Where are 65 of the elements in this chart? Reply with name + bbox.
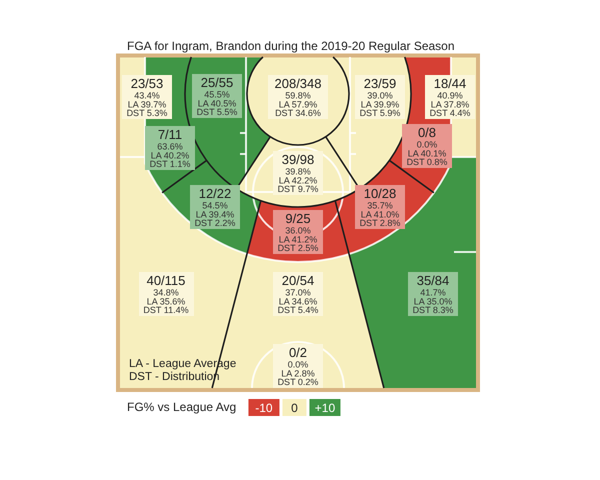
data-label: DST 5.3% — [126, 108, 168, 118]
data-label: 37.0% — [285, 288, 311, 298]
data-label: DST 0.2% — [278, 377, 318, 388]
data-label: LA 37.8% — [430, 99, 470, 110]
data-label: DST 2.8% — [360, 218, 400, 228]
category-label: 12/22 — [198, 186, 232, 201]
data-label: 39.0% — [367, 90, 393, 100]
data-label: DST 5.5% — [196, 107, 238, 118]
category-label: 10/28 — [364, 186, 396, 201]
category-label: 18/44 — [434, 76, 466, 91]
data-label: LA 57.9% — [278, 99, 318, 110]
data-label: DST 5.9% — [360, 108, 400, 118]
category-label: 0/8 — [418, 125, 436, 140]
data-label: DST 9.7% — [278, 184, 318, 194]
data-label: DST 34.6% — [275, 108, 321, 118]
category-label: 39/98 — [282, 152, 314, 167]
data-label: LA 35.0% — [414, 296, 452, 306]
data-label: LA 39.4% — [196, 209, 234, 220]
data-label: 59.8% — [285, 90, 311, 100]
category-label: 40/115 — [146, 273, 186, 288]
category-label: 0/2 — [288, 345, 308, 360]
scale-swatch: +10 — [309, 399, 340, 416]
data-label: DST 2.2% — [194, 218, 236, 228]
data-label: 35.7% — [367, 200, 393, 210]
data-label: LA 39.7% — [128, 99, 166, 110]
category-label: 208/348 — [274, 76, 322, 91]
data-label: LA 40.5% — [198, 98, 236, 108]
category-label: 9/25 — [285, 211, 311, 226]
category-label: 35/84 — [416, 273, 450, 288]
data-label: 36.0% — [285, 226, 311, 236]
data-label: DST 4.4% — [430, 108, 470, 118]
text: FGA for Ingram, Brandon during the 2019-20 Regular Season — [127, 39, 455, 53]
scale-swatch: -10 — [248, 399, 280, 416]
data-label: LA 2.8% — [281, 368, 315, 378]
data-label: DST 2.5% — [278, 243, 318, 254]
data-label: 40.9% — [437, 90, 463, 100]
data-label: LA 41.0% — [360, 209, 400, 220]
data-label: LA 35.6% — [146, 296, 186, 306]
data-label: 0.0% — [416, 140, 438, 150]
data-label: DST 0.8% — [406, 157, 448, 168]
data-label: DST 11.4% — [143, 305, 189, 316]
category-label: 20/54 — [282, 273, 314, 288]
data-label: LA 42.2% — [278, 175, 318, 186]
data-label: 63.6% — [157, 142, 183, 152]
data-label: 34.8% — [153, 288, 179, 298]
data-label: DST 1.1% — [150, 159, 190, 170]
data-label: DST 8.3% — [412, 305, 454, 316]
data-label: 0.0% — [288, 360, 308, 370]
data-label: 45.5% — [204, 90, 230, 100]
category-label: 7/11 — [158, 127, 182, 142]
data-label: LA 34.6% — [278, 296, 318, 306]
scale-swatch: 0 — [282, 399, 306, 416]
data-label: 43.4% — [134, 90, 160, 100]
data-label: 39.8% — [285, 166, 311, 176]
data-label: LA 39.9% — [360, 99, 400, 110]
data-label: 54.5% — [202, 200, 228, 210]
color-bar-title: FG% vs League Avg — [127, 400, 236, 414]
data-label: LA 41.2% — [278, 234, 318, 244]
category-label: 23/53 — [130, 76, 164, 91]
data-label: DST 5.4% — [278, 305, 318, 316]
category-label: 25/55 — [200, 75, 234, 90]
data-label: 41.7% — [420, 288, 446, 298]
data-label: LA 40.1% — [408, 148, 446, 158]
category-label: 23/59 — [364, 76, 396, 91]
data-label: LA 40.2% — [150, 150, 190, 160]
